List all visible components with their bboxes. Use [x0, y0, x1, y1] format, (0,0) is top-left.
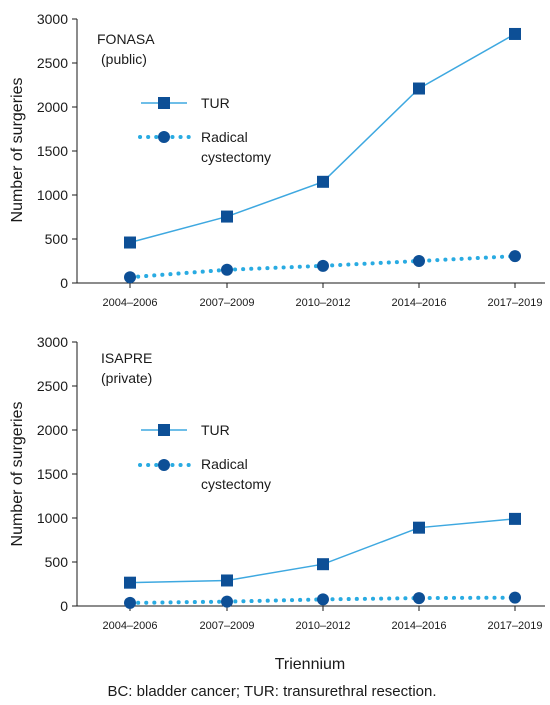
data-point-tur — [124, 576, 136, 589]
y-axis-label: Number of surgeries — [9, 78, 26, 223]
data-point-tur — [413, 82, 425, 95]
data-point-radical-cystectomy — [124, 271, 136, 284]
axes: 0 500 1000 1500 2000 2500 3000 2004–2006 2007–20… — [37, 11, 545, 309]
y-tick-label: 2500 — [37, 378, 68, 394]
data-point-radical-cystectomy — [221, 595, 233, 608]
data-point-tur — [509, 512, 521, 525]
data-point-tur — [413, 521, 425, 534]
y-tick-label: 1500 — [37, 466, 68, 482]
data-point-tur — [509, 27, 521, 40]
legend-tur-label: TUR — [201, 95, 230, 111]
axes: 0 500 1000 1500 2000 2500 3000 2004–2006 2007–20… — [37, 334, 545, 632]
data-point-radical-cystectomy — [317, 259, 329, 272]
y-tick-label: 2000 — [37, 99, 68, 115]
x-tick-label: 2010–2012 — [295, 297, 350, 309]
x-tick-label: 2014–2016 — [391, 620, 446, 632]
legend-rc-marker — [158, 459, 170, 471]
series-line-tur — [129, 518, 516, 584]
legend-rc-label-line1: Radical — [201, 129, 248, 145]
legend: TUR Radical cystectomy — [138, 422, 271, 492]
x-axis-label: Triennium — [275, 656, 346, 673]
x-tick-label: 2017–2019 — [487, 620, 542, 632]
x-tick-label: 2010–2012 — [295, 620, 350, 632]
data-point-radical-cystectomy — [509, 250, 521, 263]
footnote: BC: bladder cancer; TUR: transurethral r… — [107, 683, 436, 700]
y-tick-label: 3000 — [37, 334, 68, 350]
y-tick-label: 500 — [45, 554, 69, 570]
legend-rc-label-line2: cystectomy — [201, 149, 271, 165]
x-tick-label: 2007–2009 — [199, 297, 254, 309]
panel-annotation-line1: FONASA — [97, 31, 155, 47]
data-point-tur — [221, 210, 233, 223]
y-tick-label: 1500 — [37, 143, 68, 159]
data-point-tur — [221, 574, 233, 587]
data-point-radical-cystectomy — [413, 592, 425, 605]
data-point-radical-cystectomy — [413, 255, 425, 267]
data-point-tur — [317, 558, 329, 571]
panel-annotation-line1: ISAPRE — [101, 350, 152, 366]
data-point-radical-cystectomy — [317, 593, 329, 606]
data-point-radical-cystectomy — [221, 263, 233, 276]
panel-annotation-line2: (public) — [101, 51, 147, 67]
y-tick-label: 2000 — [37, 422, 68, 438]
y-tick-label: 2500 — [37, 55, 68, 71]
legend-tur-label: TUR — [201, 422, 230, 438]
y-tick-label: 1000 — [37, 187, 68, 203]
chart-panel-fonasa: Number of surgeries FONASA (public) TUR … — [9, 11, 545, 309]
legend: TUR Radical cystectomy — [138, 95, 271, 165]
data-point-radical-cystectomy — [509, 591, 521, 604]
legend-tur-marker — [158, 424, 170, 436]
y-tick-label: 1000 — [37, 510, 68, 526]
x-tick-label: 2004–2006 — [102, 620, 157, 632]
y-tick-label: 3000 — [37, 11, 68, 27]
legend-rc-label-line1: Radical — [201, 456, 248, 472]
y-axis-label: Number of surgeries — [9, 402, 26, 547]
x-tick-label: 2014–2016 — [391, 297, 446, 309]
legend-rc-marker — [158, 131, 170, 143]
legend-rc-label-line2: cystectomy — [201, 476, 271, 492]
y-tick-label: 500 — [45, 231, 69, 247]
chart-panel-isapre: Number of surgeries ISAPRE (private) TUR… — [9, 334, 545, 632]
y-tick-label: 0 — [60, 275, 68, 291]
x-tick-label: 2007–2009 — [199, 620, 254, 632]
data-point-tur — [124, 236, 136, 249]
panel-annotation-line2: (private) — [101, 370, 152, 386]
y-tick-label: 0 — [60, 598, 68, 614]
x-tick-label: 2017–2019 — [487, 297, 542, 309]
data-point-tur — [317, 175, 329, 188]
data-point-radical-cystectomy — [124, 596, 136, 609]
x-tick-label: 2004–2006 — [102, 297, 157, 309]
legend-tur-marker — [158, 97, 170, 109]
